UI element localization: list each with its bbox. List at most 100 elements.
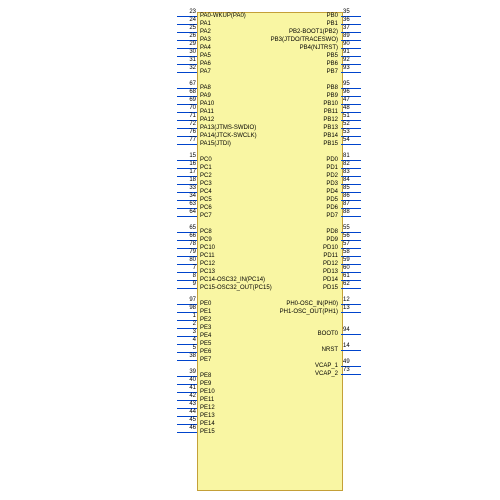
pin-label: PE12	[200, 405, 215, 411]
pin-number: 23	[182, 9, 196, 15]
pin-wire	[341, 374, 361, 375]
pin-number: 61	[343, 273, 350, 279]
pin-label: VCAP_2	[200, 371, 338, 377]
pin-number: 17	[182, 169, 196, 175]
pin-label: PE2	[200, 317, 211, 323]
pin-label: PE14	[200, 421, 215, 427]
pin-label: PB11	[200, 109, 338, 115]
pin-number: 53	[343, 129, 350, 135]
pin-number: 56	[343, 233, 350, 239]
pin-label: PB10	[200, 101, 338, 107]
pin-number: 80	[182, 257, 196, 263]
pin-label: PD13	[200, 269, 338, 275]
pin-number: 81	[343, 153, 350, 159]
pin-wire	[177, 288, 197, 289]
pin-number: 64	[182, 209, 196, 215]
pin-number: 57	[343, 241, 350, 247]
pin-number: 78	[182, 241, 196, 247]
pin-number: 3	[182, 329, 196, 335]
pin-wire	[341, 312, 361, 313]
pin-number: 44	[182, 409, 196, 415]
pin-number: 33	[182, 185, 196, 191]
pin-number: 73	[343, 367, 350, 373]
pin-label: NRST	[200, 347, 338, 353]
pin-number: 38	[182, 353, 196, 359]
pin-label: PE9	[200, 381, 211, 387]
pin-number: 94	[343, 327, 350, 333]
pin-wire	[341, 216, 361, 217]
pin-wire	[341, 350, 361, 351]
pin-number: 58	[343, 249, 350, 255]
pin-wire	[177, 360, 197, 361]
pin-number: 98	[182, 305, 196, 311]
pin-number: 79	[182, 249, 196, 255]
pin-number: 8	[182, 273, 196, 279]
pin-number: 91	[343, 49, 350, 55]
pin-number: 5	[182, 345, 196, 351]
pin-label: PB0	[200, 13, 338, 19]
pin-label: PB3(JTDO/TRACESWO)	[200, 37, 338, 43]
pin-number: 59	[343, 257, 350, 263]
pin-number: 30	[182, 49, 196, 55]
pin-label: PB4(NJTRST)	[200, 45, 338, 51]
pin-label: PD14	[200, 277, 338, 283]
pin-label: PH0-OSC_IN(PH0)	[200, 301, 338, 307]
pin-number: 31	[182, 57, 196, 63]
pin-label: PB5	[200, 53, 338, 59]
pin-number: 97	[182, 297, 196, 303]
pin-number: 9	[182, 281, 196, 287]
pin-number: 13	[343, 305, 350, 311]
pin-number: 43	[182, 401, 196, 407]
pin-number: 26	[182, 33, 196, 39]
pin-wire	[341, 334, 361, 335]
pin-number: 62	[343, 281, 350, 287]
pin-label: PD7	[200, 213, 338, 219]
pin-number: 2	[182, 321, 196, 327]
pin-number: 35	[343, 9, 350, 15]
pin-number: 39	[182, 369, 196, 375]
pin-number: 48	[343, 105, 350, 111]
pin-label: PD9	[200, 237, 338, 243]
pin-label: PB8	[200, 85, 338, 91]
pin-number: 83	[343, 169, 350, 175]
pin-number: 7	[182, 265, 196, 271]
pin-number: 88	[343, 209, 350, 215]
pin-number: 71	[182, 113, 196, 119]
pin-number: 24	[182, 17, 196, 23]
pin-label: VCAP_1	[200, 363, 338, 369]
pin-label: PD5	[200, 197, 338, 203]
pin-label: PD4	[200, 189, 338, 195]
pin-label: PB6	[200, 61, 338, 67]
pin-label: PD15	[200, 285, 338, 291]
pin-number: 87	[343, 201, 350, 207]
pin-number: 46	[182, 425, 196, 431]
pin-label: PD2	[200, 173, 338, 179]
pin-number: 89	[343, 33, 350, 39]
pin-number: 76	[182, 129, 196, 135]
pin-number: 86	[343, 193, 350, 199]
pin-label: PD3	[200, 181, 338, 187]
pin-wire	[177, 432, 197, 433]
pin-number: 37	[343, 25, 350, 31]
pin-number: 1	[182, 313, 196, 319]
pin-number: 95	[343, 81, 350, 87]
pin-label: PE10	[200, 389, 215, 395]
pin-label: PD1	[200, 165, 338, 171]
pin-number: 60	[343, 265, 350, 271]
pin-wire	[177, 216, 197, 217]
pin-number: 12	[343, 297, 350, 303]
pin-label: PB1	[200, 21, 338, 27]
pin-number: 52	[343, 121, 350, 127]
pin-label: PB9	[200, 93, 338, 99]
pin-number: 92	[343, 57, 350, 63]
pin-label: PE11	[200, 397, 214, 403]
pin-label: PH1-OSC_OUT(PH1)	[200, 309, 338, 315]
pin-label: PD11	[200, 253, 338, 259]
pin-number: 45	[182, 417, 196, 423]
pin-label: PD10	[200, 245, 338, 251]
pin-number: 34	[182, 193, 196, 199]
pin-number: 54	[343, 137, 350, 143]
pin-number: 55	[343, 225, 350, 231]
pin-number: 4	[182, 337, 196, 343]
pin-label: PB13	[200, 125, 338, 131]
